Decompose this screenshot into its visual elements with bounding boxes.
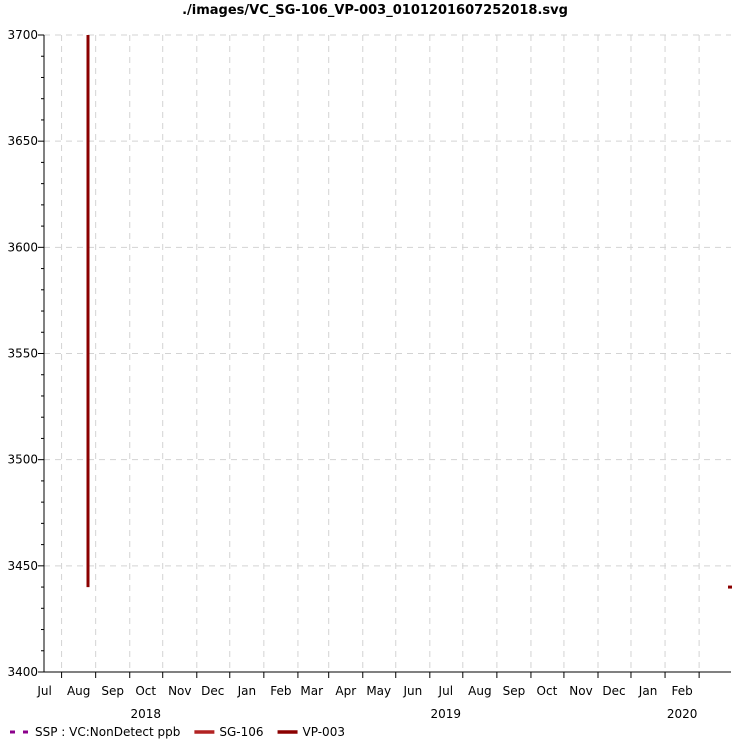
x-tick-label: Aug: [67, 684, 90, 698]
legend-item: VP-003: [277, 725, 345, 739]
y-tick-label: 3650: [7, 134, 38, 148]
legend-item: SG-106: [194, 725, 264, 739]
x-axis-ticks: Jul Aug Sep Oct Nov Dec Jan Feb Mar Apr May Jun Jul A…: [36, 672, 700, 721]
y-tick-label: 3500: [7, 453, 38, 467]
x-tick-label: Nov: [569, 684, 592, 698]
x-tick-label: Oct: [135, 684, 156, 698]
chart-title: ./images/VC_SG-106_VP-003_01012016072520…: [182, 3, 568, 18]
y-tick-label: 3400: [7, 665, 38, 679]
x-tick-label: Jan: [237, 684, 257, 698]
x-tick-label: Mar: [300, 684, 323, 698]
y-tick-label: 3550: [7, 347, 38, 361]
x-tick-label: Sep: [503, 684, 526, 698]
legend-label: VP-003: [303, 725, 345, 739]
y-tick-label: 3700: [7, 28, 38, 42]
series-layer: [86, 35, 732, 589]
x-year-label: 2020: [667, 707, 698, 721]
x-tick-label: Dec: [602, 684, 625, 698]
legend-label: SSP : VC:NonDetect ppb: [35, 725, 180, 739]
x-tick-label: Jul: [36, 684, 51, 698]
x-tick-label: Jan: [638, 684, 658, 698]
x-tick-label: Feb: [671, 684, 692, 698]
y-axis-ticks: 3400 3450 3500 3550 3600 3650 3700: [7, 28, 44, 679]
legend-item: SSP : VC:NonDetect ppb: [10, 725, 180, 739]
x-tick-label: Jul: [438, 684, 453, 698]
x-year-label: 2018: [130, 707, 161, 721]
x-tick-label: Dec: [201, 684, 224, 698]
y-tick-label: 3600: [7, 240, 38, 254]
x-tick-label: Sep: [101, 684, 124, 698]
x-tick-label: Apr: [335, 684, 356, 698]
x-tick-label: May: [366, 684, 391, 698]
x-tick-label: Feb: [270, 684, 291, 698]
x-tick-label: Nov: [168, 684, 191, 698]
legend-label: SG-106: [219, 725, 263, 739]
x-tick-label: Aug: [468, 684, 491, 698]
x-year-label: 2019: [431, 707, 462, 721]
x-tick-label: Jun: [402, 684, 422, 698]
y-tick-label: 3450: [7, 559, 38, 573]
legend: SSP : VC:NonDetect ppb SG-106 VP-003: [10, 725, 345, 739]
grid: [44, 34, 731, 673]
x-tick-label: Oct: [537, 684, 558, 698]
